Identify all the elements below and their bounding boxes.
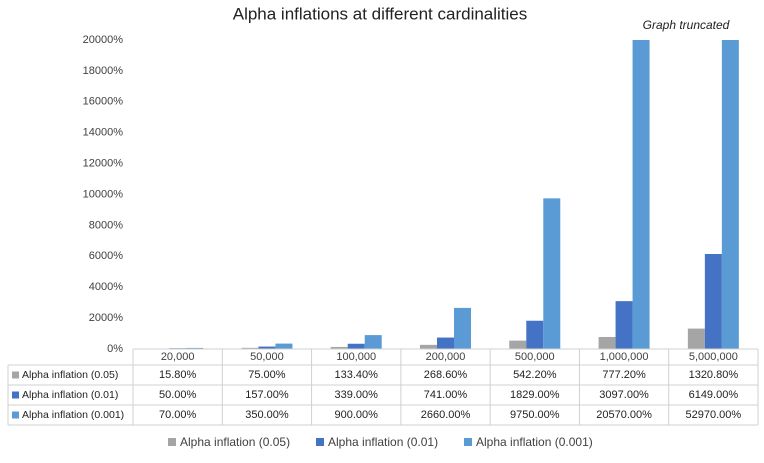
bar	[721, 40, 739, 349]
bar	[526, 320, 544, 349]
table-value: 741.00%	[424, 389, 468, 401]
bar	[347, 343, 365, 349]
x-tick-label: 20,000	[161, 351, 195, 363]
y-tick-label: 2000%	[89, 312, 123, 324]
table-value: 777.20%	[602, 369, 646, 381]
bar	[241, 347, 259, 349]
legend-label: Alpha inflation (0.001)	[476, 435, 593, 449]
bar	[632, 40, 650, 349]
table-value: 6149.00%	[689, 389, 739, 401]
bar	[258, 346, 276, 349]
table-value: 542.20%	[513, 369, 557, 381]
chart-title: Alpha inflations at different cardinalit…	[233, 4, 528, 23]
y-tick-label: 14000%	[83, 127, 124, 139]
table-row-label: Alpha inflation (0.01)	[22, 389, 118, 401]
bar	[420, 344, 437, 349]
bar	[598, 336, 616, 349]
y-tick-label: 16000%	[83, 96, 124, 108]
bar	[509, 340, 527, 349]
y-tick-label: 4000%	[89, 281, 123, 293]
table-row-label: Alpha inflation (0.001)	[22, 409, 124, 421]
table-value: 20570.00%	[596, 409, 652, 421]
table-value: 350.00%	[245, 409, 289, 421]
x-tick-label: 100,000	[336, 351, 376, 363]
bar	[364, 335, 382, 349]
y-tick-label: 6000%	[89, 250, 123, 262]
bar	[704, 253, 722, 349]
table-value: 50.00%	[159, 389, 197, 401]
bars	[152, 40, 739, 349]
table-legend-key	[12, 371, 19, 379]
y-tick-label: 0%	[107, 343, 123, 355]
table-value: 3097.00%	[599, 389, 649, 401]
table-value: 1320.80%	[689, 369, 739, 381]
bar	[330, 346, 348, 349]
legend-key	[168, 438, 176, 446]
legend-label: Alpha inflation (0.05)	[180, 435, 290, 449]
legend-key	[464, 438, 472, 446]
table-row-label: Alpha inflation (0.05)	[22, 369, 118, 381]
y-tick-label: 10000%	[83, 188, 124, 200]
x-tick-label: 50,000	[250, 351, 284, 363]
y-tick-label: 20000%	[83, 34, 124, 46]
table-legend-key	[12, 391, 19, 399]
bar	[615, 301, 633, 349]
legend-label: Alpha inflation (0.01)	[328, 435, 438, 449]
table-value: 1829.00%	[510, 389, 560, 401]
bar	[275, 343, 293, 349]
table-value: 52970.00%	[686, 409, 742, 421]
table-legend-key	[12, 411, 19, 419]
x-tick-label: 500,000	[515, 351, 555, 363]
bar	[437, 337, 454, 349]
table-value: 133.40%	[334, 369, 378, 381]
table-value: 2660.00%	[421, 409, 471, 421]
table-value: 15.80%	[159, 369, 197, 381]
bar	[687, 328, 705, 349]
bar	[186, 347, 204, 349]
y-tick-label: 8000%	[89, 219, 123, 231]
y-tick-label: 12000%	[83, 158, 124, 170]
x-tick-label: 5,000,000	[689, 351, 738, 363]
y-tick-label: 18000%	[83, 65, 124, 77]
table-value: 268.60%	[424, 369, 468, 381]
table-value: 70.00%	[159, 409, 197, 421]
table-value: 75.00%	[248, 369, 286, 381]
table-value: 339.00%	[334, 389, 378, 401]
legend-key	[316, 438, 324, 446]
table-value: 157.00%	[245, 389, 289, 401]
annotation: Graph truncated	[643, 18, 730, 32]
x-tick-label: 1,000,000	[600, 351, 649, 363]
bar	[543, 198, 561, 349]
x-tick-label: 200,000	[426, 351, 466, 363]
table-value: 9750.00%	[510, 409, 560, 421]
table-value: 900.00%	[334, 409, 378, 421]
bar	[454, 307, 471, 349]
